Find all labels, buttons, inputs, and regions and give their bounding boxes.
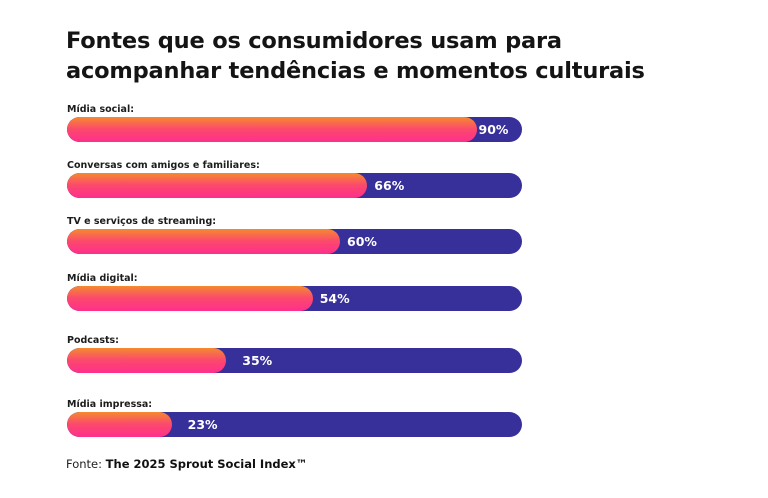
bar-track: 90%: [67, 117, 522, 142]
category-label: Mídia digital:: [67, 273, 138, 284]
bar-value-label: 54%: [319, 291, 350, 306]
source-name: The 2025 Sprout Social Index™: [105, 457, 308, 471]
bar-fill: [67, 117, 477, 142]
chart-title-line-1: Fontes que os consumidores usam para: [66, 28, 562, 54]
source-prefix: Fonte:: [66, 457, 106, 471]
category-label: TV e serviços de streaming:: [67, 216, 217, 227]
category-label: Mídia impressa:: [67, 399, 153, 410]
bar-track: 60%: [67, 229, 522, 254]
chart-title-line-2: acompanhar tendências e momentos cultura…: [66, 58, 645, 84]
bar-track: 54%: [67, 286, 522, 311]
bar-value-label: 90%: [478, 122, 509, 137]
bar-track: 35%: [67, 348, 522, 373]
category-label: Mídia social:: [67, 104, 135, 115]
bar-fill: [67, 412, 172, 437]
source-note: Fonte: The 2025 Sprout Social Index™: [66, 457, 307, 471]
bar-fill: [67, 348, 227, 373]
bar-fill: [67, 286, 313, 311]
bar-track: 66%: [67, 173, 522, 198]
bar-value-label: 66%: [374, 178, 405, 193]
bar-value-label: 60%: [347, 234, 377, 249]
bar-track: 23%: [67, 412, 522, 437]
bar-fill: [67, 173, 368, 198]
bar-value-label: 35%: [242, 353, 273, 368]
bar-value-label: 23%: [187, 417, 218, 432]
category-label: Conversas com amigos e familiares:: [67, 160, 260, 171]
category-label: Podcasts:: [67, 335, 119, 346]
bar-fill: [67, 229, 340, 254]
chart-title: Fontes que os consumidores usam para aco…: [66, 26, 686, 86]
